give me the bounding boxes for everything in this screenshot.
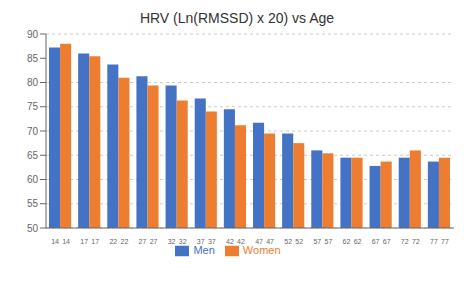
- svg-text:62: 62: [354, 238, 362, 245]
- svg-text:17: 17: [80, 238, 88, 245]
- svg-text:52: 52: [295, 238, 303, 245]
- svg-text:27: 27: [139, 238, 147, 245]
- svg-text:32: 32: [168, 238, 176, 245]
- svg-text:42: 42: [226, 238, 234, 245]
- svg-text:57: 57: [324, 238, 332, 245]
- html-text:HRV (Ln(RMSSD) x 20) vs Age: HRV (Ln(RMSSD) x 20) vs Age: [139, 10, 335, 26]
- svg-text:17: 17: [91, 238, 99, 245]
- svg-text:72: 72: [401, 238, 409, 245]
- svg-text:47: 47: [255, 238, 263, 245]
- svg-text:50: 50: [27, 223, 39, 234]
- svg-text:67: 67: [383, 238, 391, 245]
- svg-text:37: 37: [208, 238, 216, 245]
- svg-text:55: 55: [27, 198, 39, 209]
- svg-text:85: 85: [27, 53, 39, 64]
- svg-text:77: 77: [441, 238, 449, 245]
- svg-text:14: 14: [51, 238, 59, 245]
- svg-text:67: 67: [372, 238, 380, 245]
- svg-text:22: 22: [120, 238, 128, 245]
- svg-text:77: 77: [430, 238, 438, 245]
- svg-text:22: 22: [109, 238, 117, 245]
- svg-text:52: 52: [284, 238, 292, 245]
- svg-text:60: 60: [27, 174, 39, 185]
- svg-text:14: 14: [62, 238, 70, 245]
- html-text:Men: Men: [193, 244, 215, 256]
- svg-text:42: 42: [237, 238, 245, 245]
- svg-text:47: 47: [266, 238, 274, 245]
- svg-text:72: 72: [412, 238, 420, 245]
- svg-text:80: 80: [27, 77, 39, 88]
- svg-text:75: 75: [27, 101, 39, 112]
- svg-text:65: 65: [27, 150, 39, 161]
- svg-text:27: 27: [150, 238, 158, 245]
- svg-text:70: 70: [27, 126, 39, 137]
- svg-text:32: 32: [179, 238, 187, 245]
- html-text:Women: Women: [242, 244, 281, 256]
- svg-text:62: 62: [343, 238, 351, 245]
- svg-text:90: 90: [27, 29, 39, 40]
- svg-text:37: 37: [197, 238, 205, 245]
- svg-text:57: 57: [313, 238, 321, 245]
